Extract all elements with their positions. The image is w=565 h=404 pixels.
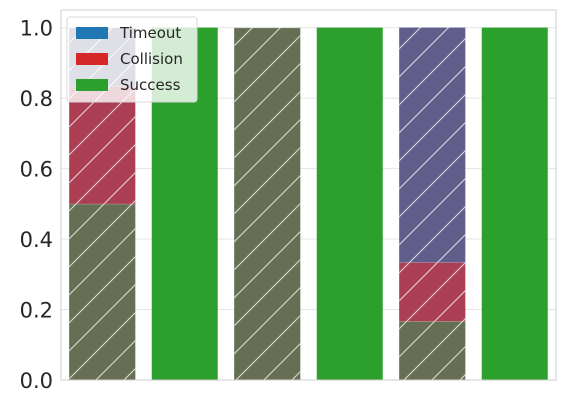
y-tick-label: 0.4 [20,228,53,252]
legend: Timeout Collision Success [66,16,198,103]
y-tick-label: 0.2 [20,299,53,323]
bar-hatch [234,27,301,380]
bar-hatch [399,262,466,322]
legend-label-collision: Collision [120,50,183,68]
legend-swatch-collision [76,53,108,65]
y-tick-label: 0.8 [20,87,53,111]
bar-hatch [69,86,136,204]
legend-label-success: Success [120,76,181,94]
bar-success [316,27,383,380]
y-tick-label: 1.0 [20,17,53,41]
legend-swatch-timeout [76,27,108,39]
plot-frame [60,9,557,381]
legend-label-timeout: Timeout [119,24,181,42]
bars [69,26,548,380]
y-tick-label: 0.0 [20,369,53,393]
y-tick-label: 0.6 [20,158,53,182]
bar-success [481,27,548,380]
bar-hatch [399,27,466,263]
legend-swatch-success [76,79,108,91]
bar-hatch [69,203,136,380]
bar-hatch [399,321,466,380]
y-axis-ticks: 0.0 0.2 0.4 0.6 0.8 1.0 [20,17,53,393]
